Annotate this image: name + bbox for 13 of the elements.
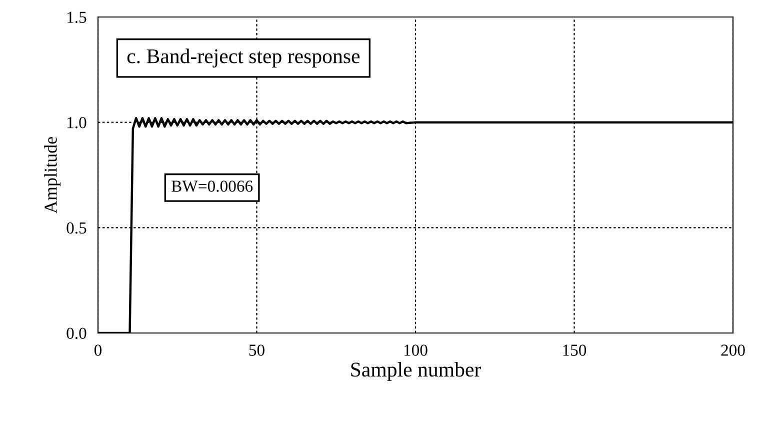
annotation: BW=0.0066 bbox=[172, 180, 253, 192]
y-tick-label: 0.5 bbox=[66, 222, 86, 234]
x-tick-label: 50 bbox=[249, 344, 264, 356]
y-tick-label: 0.0 bbox=[66, 328, 86, 340]
x-tick-label: 200 bbox=[721, 344, 745, 356]
x-tick-label: 150 bbox=[563, 344, 586, 356]
text: c. Band-reject step response bbox=[127, 48, 360, 68]
x-axis-title: Sample number bbox=[351, 362, 481, 381]
y-axis-title: Amplitude bbox=[44, 137, 60, 214]
x-tick-label: 100 bbox=[404, 344, 428, 356]
y-tick-label: 1.0 bbox=[68, 117, 86, 128]
x-tick-label: 0 bbox=[94, 344, 102, 356]
y-tick-label: 1.5 bbox=[68, 12, 86, 24]
